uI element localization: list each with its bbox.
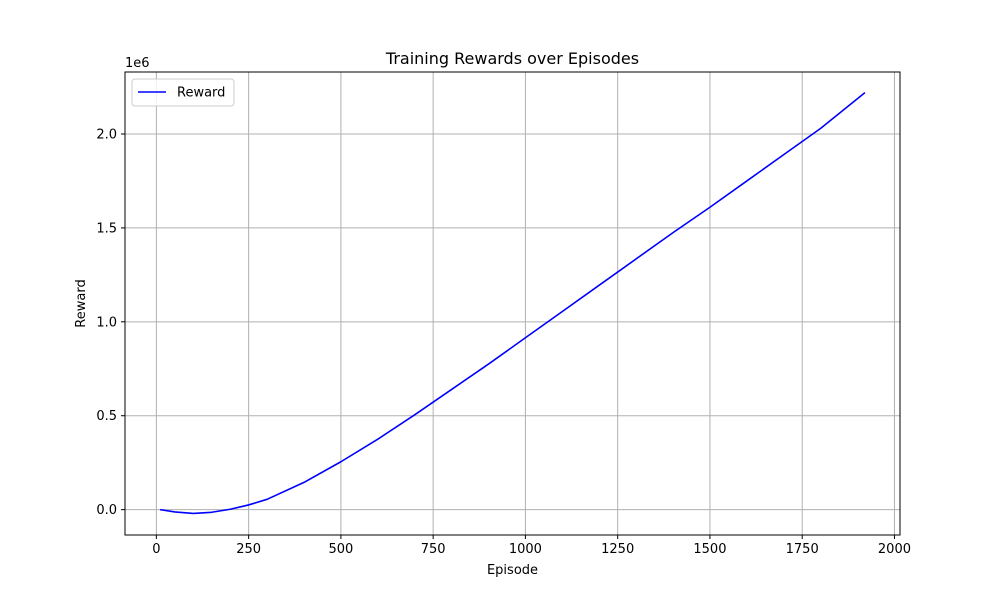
y-axis-offset-label: 1e6 xyxy=(125,56,150,71)
legend: Reward xyxy=(131,78,235,107)
x-tick-label: 1000 xyxy=(509,542,542,557)
grid xyxy=(125,72,900,535)
y-axis-label: Reward xyxy=(74,279,89,327)
x-tick-label: 1250 xyxy=(601,542,634,557)
x-tick-label: 2000 xyxy=(878,542,911,557)
y-tick-label: 0.5 xyxy=(96,409,117,424)
y-tick-label: 2.0 xyxy=(96,127,117,142)
x-tick-label: 1500 xyxy=(693,542,726,557)
series-line-reward xyxy=(159,92,866,515)
y-tick-label: 1.0 xyxy=(96,315,117,330)
x-axis-label: Episode xyxy=(487,563,538,578)
y-tick-label: 1.5 xyxy=(96,221,117,236)
chart-title: Training Rewards over Episodes xyxy=(385,49,639,68)
y-axis: 0.0 0.5 1.0 1.5 2.0 xyxy=(96,127,125,518)
x-tick-label: 750 xyxy=(421,542,446,557)
x-tick-label: 0 xyxy=(152,542,160,557)
y-tick-label: 0.0 xyxy=(96,503,117,518)
x-tick-label: 1750 xyxy=(786,542,819,557)
x-tick-label: 500 xyxy=(328,542,353,557)
legend-entry-reward: Reward xyxy=(177,86,225,101)
x-axis: 0 250 500 750 1000 1250 1500 1750 2000 xyxy=(152,535,911,557)
legend-box xyxy=(131,78,235,107)
x-tick-label: 250 xyxy=(236,542,261,557)
series-layer xyxy=(159,92,866,515)
plot-frame xyxy=(124,71,901,536)
